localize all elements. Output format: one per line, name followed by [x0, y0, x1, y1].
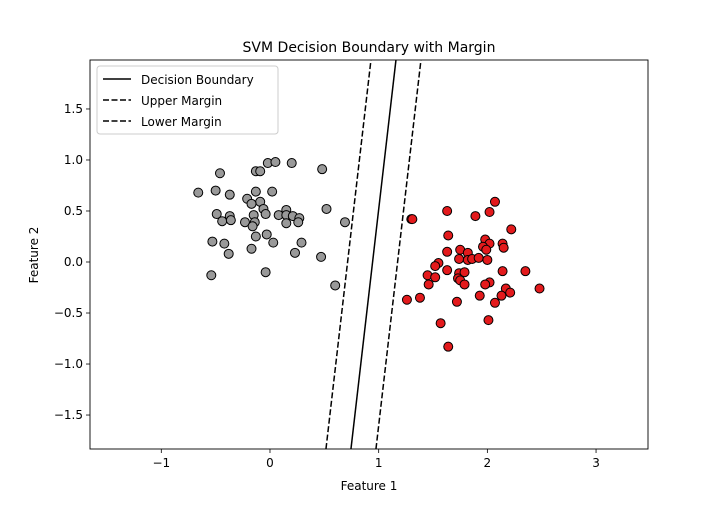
class-1-point — [442, 246, 453, 257]
x-tick-label: −1 — [152, 456, 170, 470]
class-0-point — [286, 158, 297, 169]
class-1-point — [451, 296, 462, 307]
y-tick-label: 1.0 — [64, 153, 83, 167]
class-1-point — [414, 292, 425, 303]
class-1-point — [443, 230, 454, 241]
class-0-point — [225, 215, 236, 226]
x-axis-label: Feature 1 — [341, 479, 398, 493]
class-0-point — [211, 209, 222, 220]
class-1-point — [489, 297, 500, 308]
class-0-point — [270, 157, 281, 168]
x-tick-label: 2 — [484, 456, 492, 470]
class-0-point — [317, 164, 328, 175]
class-1-point — [454, 253, 465, 264]
class-1-point — [470, 211, 481, 222]
chart-title: SVM Decision Boundary with Margin — [243, 40, 496, 56]
lower-margin-line — [325, 60, 372, 449]
legend: Decision Boundary Upper Margin Lower Mar… — [96, 65, 279, 135]
class-0-point — [267, 186, 278, 197]
class-0-point — [260, 209, 271, 220]
class-0-point — [261, 229, 272, 240]
class-0-point — [321, 203, 332, 214]
class-1-point — [480, 279, 491, 290]
class-0-point — [239, 217, 250, 228]
class-0-point — [268, 237, 279, 248]
class-1-point — [506, 224, 517, 235]
class-0-point — [250, 231, 261, 242]
class-1-point — [520, 266, 531, 277]
class-1-point — [435, 318, 446, 329]
x-tick-label: 0 — [266, 456, 274, 470]
class-0-point — [246, 198, 257, 209]
class-1-point — [443, 341, 454, 352]
class-0-point — [207, 236, 218, 247]
class-0-point — [217, 216, 228, 227]
y-tick-label: 1.5 — [64, 102, 83, 116]
y-tick-label: −1.0 — [54, 357, 83, 371]
class-1-point — [484, 207, 495, 218]
class-0-point — [206, 270, 217, 281]
y-tick-label: 0.0 — [64, 255, 83, 269]
class-1-point — [442, 265, 453, 276]
class-1-point — [423, 279, 434, 290]
class-1-point — [407, 214, 418, 225]
class-1-point — [430, 261, 441, 272]
class-0-point — [247, 221, 258, 232]
class-0-point — [255, 166, 266, 177]
class-0-point — [296, 237, 307, 248]
x-tick-label: 3 — [592, 456, 600, 470]
class-1-point — [430, 272, 441, 283]
class-0-point — [219, 238, 230, 249]
class-1-point — [534, 283, 545, 294]
class-1-point — [483, 315, 494, 326]
y-tick-label: 0.5 — [64, 204, 83, 218]
class-1-point — [496, 290, 507, 301]
class-0-point — [289, 247, 300, 258]
legend-label-decision-boundary: Decision Boundary — [141, 73, 254, 87]
class-1-point — [401, 294, 412, 305]
plot-area-frame — [89, 59, 649, 450]
class-1-point — [473, 252, 484, 263]
class-0-point — [246, 243, 257, 254]
class-0-point — [210, 185, 221, 196]
class-0-point — [281, 218, 292, 229]
class-0-point — [293, 217, 304, 228]
class-0-point — [339, 217, 350, 228]
class-0-point — [214, 168, 225, 179]
class-1-point — [497, 266, 508, 277]
class-0-point — [316, 251, 327, 262]
x-tick-label: 1 — [375, 456, 383, 470]
class-1-point — [459, 267, 470, 278]
class-1-point — [459, 279, 470, 290]
upper-margin-line — [375, 60, 422, 449]
class-0-point — [330, 280, 341, 291]
class-1-point — [442, 205, 453, 216]
class-0-point — [260, 267, 271, 278]
y-axis-label: Feature 2 — [27, 227, 41, 284]
class-0-point — [193, 187, 204, 198]
class-1-point — [481, 244, 492, 255]
y-tick-label: −0.5 — [54, 306, 83, 320]
class-1-point — [489, 196, 500, 207]
class-0-point — [224, 189, 235, 200]
class-0-point — [223, 248, 234, 259]
class-1-point — [482, 254, 493, 265]
class-1-point — [498, 242, 509, 253]
decision-boundary-line — [350, 60, 397, 449]
y-tick-label: −1.5 — [54, 408, 83, 422]
class-0-point — [250, 186, 261, 197]
legend-label-upper-margin: Upper Margin — [141, 94, 222, 108]
legend-label-lower-margin: Lower Margin — [141, 115, 222, 129]
class-1-point — [474, 290, 485, 301]
class-1-point — [505, 287, 516, 298]
